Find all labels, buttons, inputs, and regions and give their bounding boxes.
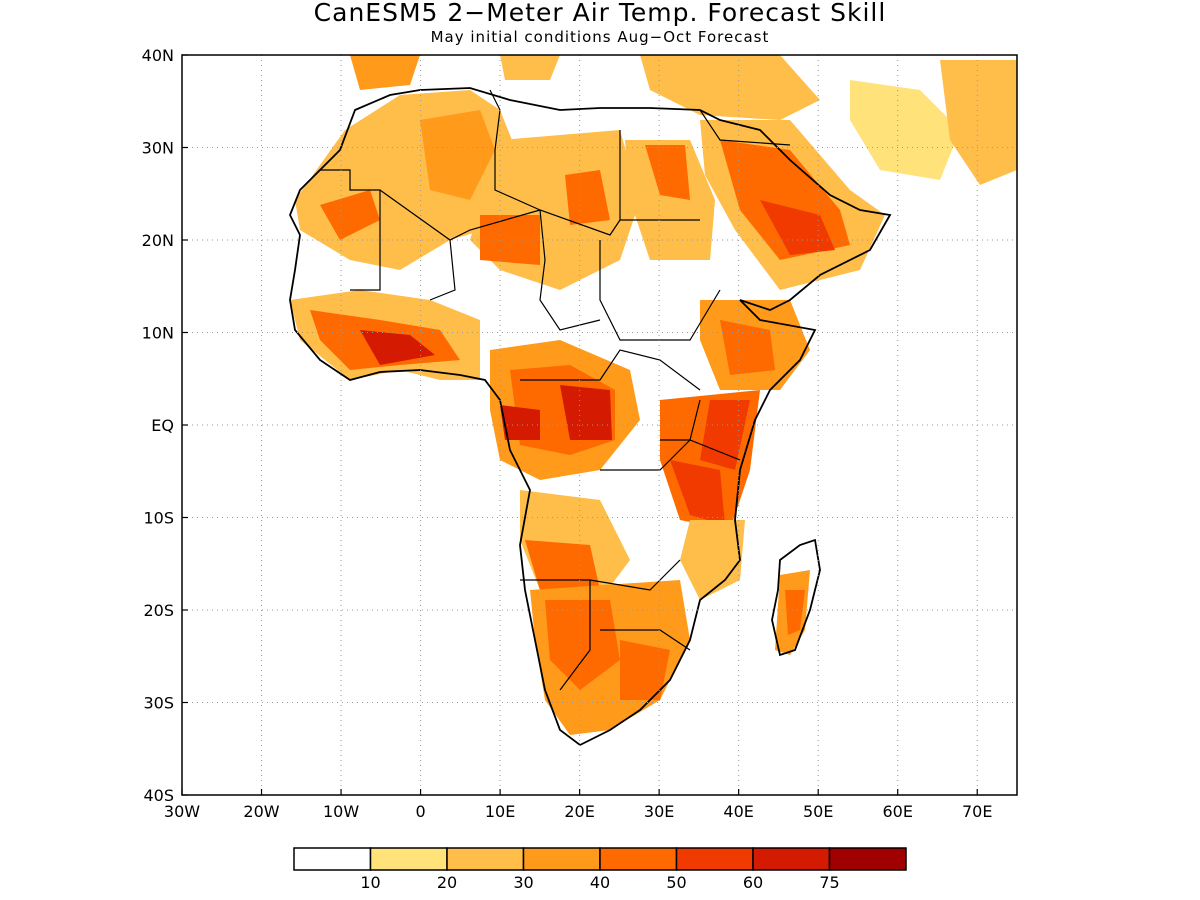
- skill-region-europe: [500, 55, 560, 80]
- y-tick-label: 40S: [143, 786, 174, 805]
- y-tick-label: 20N: [142, 231, 174, 250]
- map-fill-layer: [290, 55, 1017, 735]
- skill-region-egypt: [625, 140, 715, 260]
- skill-region-central-core: [480, 215, 540, 265]
- x-tick-label: 50E: [803, 802, 833, 821]
- x-tick-label: 30E: [644, 802, 674, 821]
- skill-region-middle-east: [640, 55, 820, 120]
- y-tick-label: 40N: [142, 46, 174, 65]
- colorbar: 10 20 30 40 50 60 75: [293, 847, 907, 892]
- skill-region-sahara-center: [420, 110, 495, 200]
- y-axis-ticks: 40N 30N 20N 10N EQ 10S 20S 30S 40S: [142, 46, 188, 805]
- skill-region-angola-core: [525, 540, 600, 590]
- colorbar-label: 20: [437, 873, 457, 892]
- colorbar-label: 30: [513, 873, 533, 892]
- colorbar-swatch: [369, 847, 448, 871]
- y-tick-label: 30N: [142, 139, 174, 158]
- x-tick-label: 10E: [485, 802, 515, 821]
- y-tick-label: 10S: [143, 509, 174, 528]
- coastline: [289, 87, 892, 747]
- colorbar-swatch: [675, 847, 754, 871]
- colorbar-swatch: [522, 847, 601, 871]
- colorbar-label: 40: [590, 873, 610, 892]
- skill-region-gabon-max: [500, 405, 540, 440]
- map-subtitle: May initial conditions Aug−Oct Forecast: [430, 28, 770, 46]
- skill-region-west-max: [360, 330, 435, 365]
- skill-region-southern-core: [545, 600, 620, 690]
- skill-region-iran: [850, 80, 960, 180]
- y-tick-label: 20S: [143, 601, 174, 620]
- x-tick-label: 70E: [962, 802, 992, 821]
- map-title: CanESM5 2−Meter Air Temp. Forecast Skill: [313, 0, 887, 27]
- skill-region-kenya-max: [700, 400, 750, 470]
- colorbar-swatch: [752, 847, 831, 871]
- colorbar-swatch: [828, 847, 907, 871]
- skill-region-congo-max: [560, 385, 612, 440]
- skill-region-arabia-max: [760, 200, 835, 255]
- country-borders: [320, 89, 791, 691]
- colorbar-label: 50: [666, 873, 686, 892]
- x-tick-label: 20E: [564, 802, 594, 821]
- y-tick-label: EQ: [151, 416, 174, 435]
- skill-region-egypt-core: [645, 145, 690, 200]
- skill-region-sa-core: [620, 640, 670, 700]
- skill-region-ethiopia-core: [720, 320, 775, 375]
- x-tick-label: 0: [415, 802, 425, 821]
- skill-region-madagascar-core: [785, 590, 805, 635]
- x-axis-ticks: 30W 20W 10W 0 10E 20E 30E 40E 50E 60E 70E: [164, 789, 992, 821]
- x-tick-label: 60E: [882, 802, 912, 821]
- colorbar-label: 10: [360, 873, 380, 892]
- x-tick-label: 30W: [164, 802, 200, 821]
- colorbar-label: 75: [819, 873, 839, 892]
- colorbar-swatch: [293, 847, 372, 871]
- map-gridlines: [182, 55, 1017, 795]
- x-tick-label: 40E: [723, 802, 753, 821]
- y-tick-label: 30S: [143, 694, 174, 713]
- colorbar-swatch: [446, 847, 525, 871]
- skill-region-india: [940, 60, 1017, 185]
- skill-region-nw-core: [320, 190, 380, 240]
- skill-region-north-strip: [350, 55, 420, 90]
- x-tick-label: 20W: [243, 802, 279, 821]
- skill-region-tanzania-max: [670, 460, 725, 525]
- skill-region-central-core2: [565, 170, 610, 225]
- colorbar-swatch: [599, 847, 678, 871]
- skill-region-mozambique: [680, 520, 745, 600]
- x-tick-label: 10W: [323, 802, 359, 821]
- colorbar-label: 60: [743, 873, 763, 892]
- y-tick-label: 10N: [142, 324, 174, 343]
